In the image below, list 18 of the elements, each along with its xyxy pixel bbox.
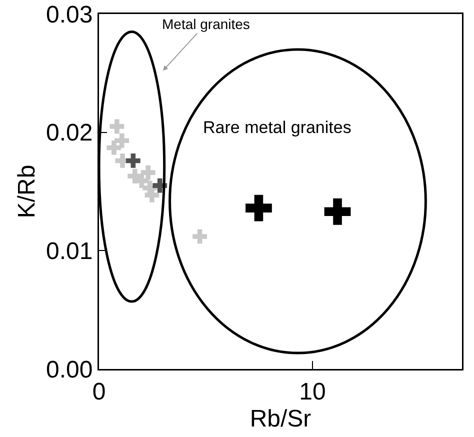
point [246, 194, 272, 222]
point [106, 140, 122, 155]
y-tick-label: 0.02 [46, 120, 93, 147]
point [324, 198, 351, 225]
annotation: Rare metal granites [203, 118, 352, 137]
y-tick-label: 0.00 [46, 356, 93, 384]
x-tick-label: 0 [92, 378, 106, 406]
point [114, 133, 130, 148]
y-tick-label: 0.03 [46, 1, 93, 28]
x-tick-label: 10 [299, 378, 326, 406]
point [140, 165, 156, 180]
point [192, 229, 207, 244]
y-tick-label: 0.01 [46, 238, 93, 266]
x-axis-title: Rb/Sr [250, 405, 312, 432]
point [110, 119, 124, 134]
annotation: Metal granites [162, 16, 250, 32]
point [126, 154, 140, 168]
y-axis-title: K/Rb [13, 164, 40, 218]
